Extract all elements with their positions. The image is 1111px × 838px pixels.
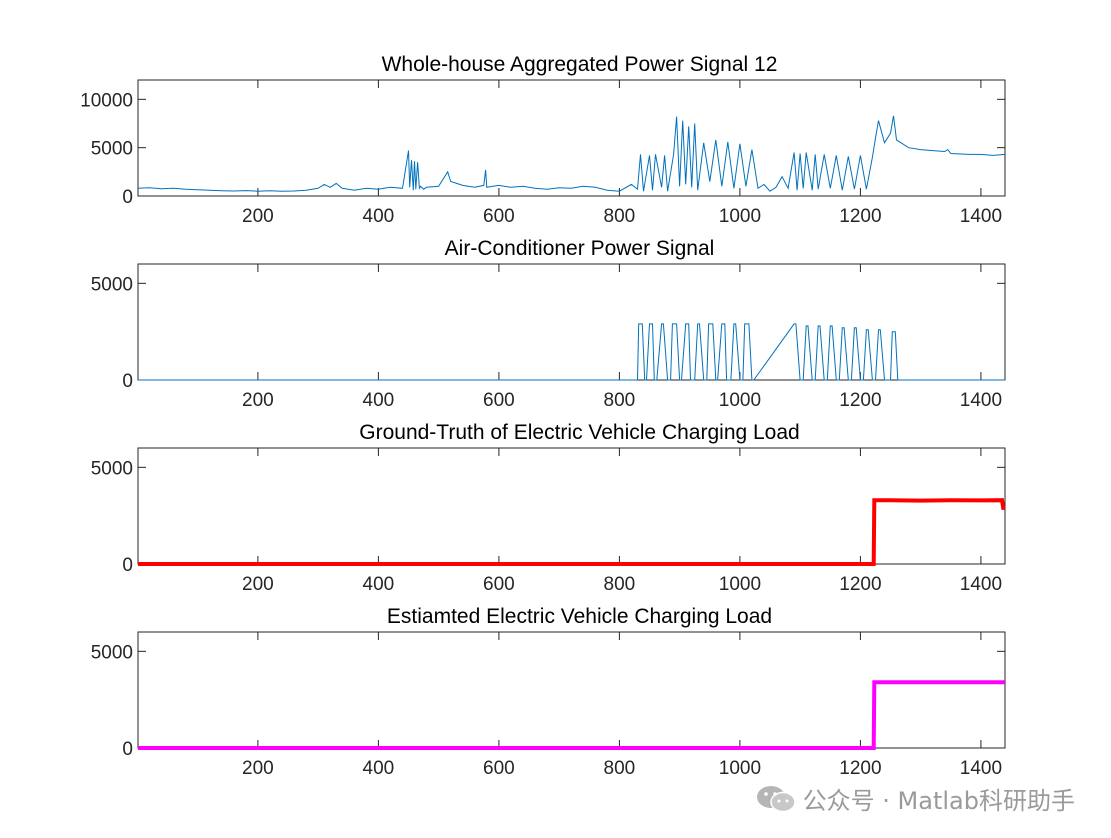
subplot-4: 200 400 600 800 1000 1200 1400 0 5000 Estiamted E… (91, 605, 1006, 779)
x-tick-label: 600 (483, 574, 515, 595)
x-tick-label: 800 (604, 758, 636, 779)
y-tick-label: 0 (122, 371, 133, 392)
subplot-3: 200 400 600 800 1000 1200 1400 0 5000 Ground-Trut… (91, 421, 1006, 595)
x-tick-label: 1200 (839, 390, 881, 411)
series-line-1 (138, 323, 1005, 381)
watermark: 公众号 · Matlab科研助手 (755, 781, 1075, 816)
y-tick-label: 5000 (91, 458, 133, 479)
subplot-title: Air-Conditioner Power Signal (445, 237, 715, 260)
subplot-title: Whole-house Aggregated Power Signal 12 (382, 53, 778, 76)
y-tick-label: 0 (122, 739, 133, 760)
y-tick-label: 5000 (91, 139, 133, 160)
x-tick-label: 200 (242, 574, 274, 595)
x-tick-label: 1000 (719, 206, 761, 227)
x-tick-label: 400 (363, 390, 395, 411)
series-line-1 (138, 680, 1005, 750)
y-tick-label: 10000 (80, 90, 133, 111)
x-tick-label: 400 (363, 758, 395, 779)
x-tick-label: 1200 (839, 758, 881, 779)
x-tick-label: 400 (363, 206, 395, 227)
x-tick-label: 600 (483, 758, 515, 779)
y-tick-label: 5000 (91, 642, 133, 663)
x-tick-label: 1400 (960, 206, 1002, 227)
watermark-text: 公众号 · Matlab科研助手 (802, 787, 1075, 815)
x-tick-label: 800 (604, 390, 636, 411)
y-tick-label: 0 (122, 555, 133, 576)
x-tick-label: 200 (242, 758, 274, 779)
axes-box (137, 79, 1006, 197)
axes-box (137, 631, 1006, 749)
x-tick-label: 1200 (839, 574, 881, 595)
wechat-icon (756, 785, 796, 812)
x-tick-label: 600 (483, 206, 515, 227)
x-tick-label: 200 (242, 206, 274, 227)
subplot-1: 200 400 600 800 1000 1200 1400 0 5000 10000 Whole-… (80, 53, 1006, 227)
x-tick-label: 1000 (719, 574, 761, 595)
x-tick-label: 1400 (960, 390, 1002, 411)
axes-box (137, 447, 1006, 565)
x-tick-label: 1400 (960, 758, 1002, 779)
series-line-1 (137, 115, 1006, 192)
x-tick-label: 800 (604, 206, 636, 227)
axes-box (137, 263, 1006, 381)
x-tick-label: 1000 (719, 758, 761, 779)
x-tick-label: 1200 (839, 206, 881, 227)
x-tick-label: 1400 (960, 574, 1002, 595)
subplot-title: Estiamted Electric Vehicle Charging Load (387, 605, 772, 628)
x-tick-label: 600 (483, 390, 515, 411)
x-tick-label: 400 (363, 574, 395, 595)
x-tick-label: 1000 (719, 390, 761, 411)
y-tick-label: 5000 (91, 274, 133, 295)
subplot-2: 200 400 600 800 1000 1200 1400 0 5000 Air-Conditi… (91, 237, 1006, 411)
series-line-1 (138, 498, 1006, 566)
x-tick-label: 800 (604, 574, 636, 595)
x-tick-label: 200 (242, 390, 274, 411)
y-tick-label: 0 (122, 187, 133, 208)
subplot-title: Ground-Truth of Electric Vehicle Chargin… (359, 421, 799, 444)
